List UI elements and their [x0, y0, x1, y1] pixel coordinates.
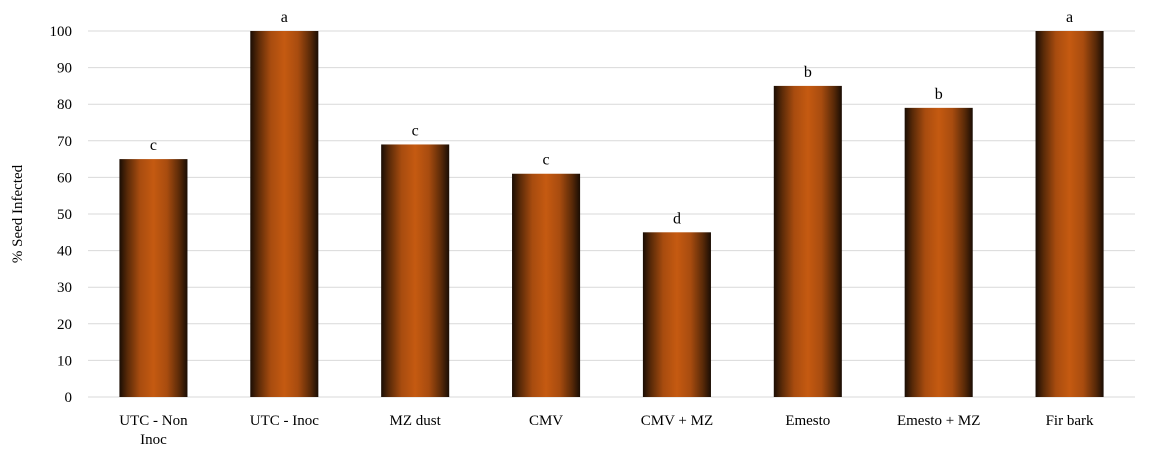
x-tick-label: UTC - Inoc — [250, 413, 319, 429]
y-tick-label: 90 — [57, 61, 72, 77]
y-tick-label: 20 — [57, 317, 72, 333]
bar-data-label: c — [150, 137, 157, 154]
y-tick-label: 40 — [57, 244, 72, 260]
y-axis-title: % Seed Infected — [10, 164, 26, 263]
x-tick-label: Fir bark — [1046, 413, 1094, 429]
bar-data-label: b — [804, 64, 812, 81]
x-tick-label-line: UTC - Non — [119, 413, 188, 429]
data-labels: c a c c d b b a — [150, 9, 1073, 227]
bar-data-label: b — [935, 86, 943, 103]
gridlines — [88, 30, 1135, 398]
x-tick-label: UTC - Non Inoc — [119, 413, 188, 448]
bar — [119, 159, 188, 397]
bar-data-label: d — [673, 210, 681, 227]
y-axis-title-group: % Seed Infected — [10, 164, 26, 263]
y-tick-label: 0 — [65, 390, 73, 406]
bar-data-label: a — [1066, 9, 1073, 26]
y-axis-tick-labels: 0 10 20 30 40 50 60 70 80 90 100 — [50, 24, 73, 406]
bars — [119, 31, 1104, 398]
y-tick-label: 50 — [57, 207, 72, 223]
bar-data-label: a — [281, 9, 288, 26]
x-tick-label-line: MZ dust — [390, 413, 442, 429]
x-tick-label: MZ dust — [390, 413, 442, 429]
bar-data-label: c — [543, 152, 550, 169]
bar-data-label: c — [412, 122, 419, 139]
bar — [1035, 31, 1104, 397]
bar — [773, 85, 842, 398]
bar — [250, 31, 319, 397]
x-tick-label-line: CMV + MZ — [641, 413, 713, 429]
x-tick-label-line: Inoc — [140, 432, 167, 448]
x-tick-label-line: UTC - Inoc — [250, 413, 319, 429]
x-tick-label-line: Fir bark — [1046, 413, 1094, 429]
x-tick-label-line: Emesto + MZ — [897, 413, 980, 429]
x-tick-label: Emesto — [785, 413, 830, 429]
x-tick-label: CMV — [529, 413, 563, 429]
bar — [512, 173, 581, 397]
x-tick-label-line: CMV — [529, 413, 563, 429]
y-tick-label: 80 — [57, 97, 72, 113]
x-tick-label: CMV + MZ — [641, 413, 713, 429]
x-axis-tick-labels: UTC - Non Inoc UTC - Inoc MZ dust CMV CMV + M… — [119, 413, 1094, 448]
y-tick-label: 60 — [57, 170, 72, 186]
y-tick-label: 10 — [57, 353, 72, 369]
bar — [642, 232, 711, 397]
y-tick-label: 100 — [50, 24, 73, 40]
y-tick-label: 70 — [57, 134, 72, 150]
bar — [904, 107, 973, 398]
bar — [381, 144, 450, 397]
x-tick-label-line: Emesto — [785, 413, 830, 429]
x-tick-label: Emesto + MZ — [897, 413, 980, 429]
y-tick-label: 30 — [57, 280, 72, 296]
